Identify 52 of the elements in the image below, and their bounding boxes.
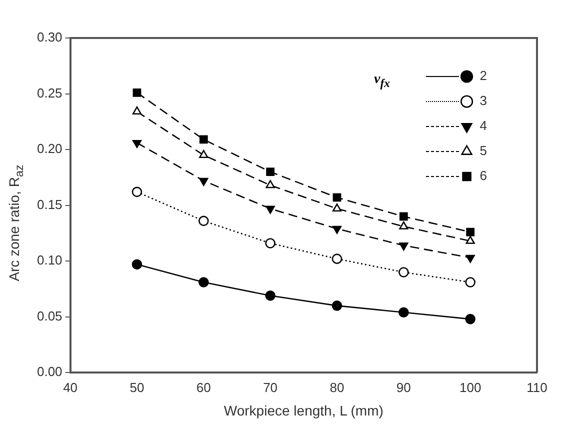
legend-label: 5: [480, 143, 488, 158]
point: [265, 290, 276, 301]
legend-label: 3: [480, 93, 488, 108]
point: [199, 178, 208, 186]
point: [132, 106, 142, 115]
y-tick-label: 0.05: [36, 308, 62, 324]
point: [132, 186, 142, 198]
x-tick-label: 60: [196, 380, 211, 395]
point: [265, 238, 276, 248]
point: [266, 168, 274, 176]
point: [199, 135, 208, 144]
point: [332, 300, 342, 311]
x-tick-label: 50: [130, 380, 144, 395]
y-tick-label: 0.20: [36, 141, 62, 156]
point: [332, 193, 342, 202]
legend-label: 4: [480, 118, 488, 134]
x-tick-label: 90: [396, 380, 411, 395]
point: [466, 254, 475, 263]
point: [332, 203, 342, 212]
x-tick-label: 40: [63, 380, 78, 395]
point: [465, 314, 476, 324]
point: [266, 180, 275, 188]
point: [132, 259, 142, 270]
point: [465, 277, 476, 288]
point: [399, 242, 408, 251]
point: [132, 140, 142, 148]
point: [132, 88, 142, 97]
y-tick-label: 0.10: [36, 252, 62, 268]
point: [466, 236, 475, 244]
y-tick-label: 0.30: [36, 30, 62, 45]
legend-title: v$_{fx}$: [374, 72, 390, 90]
point: [466, 228, 475, 236]
x-axis-title: Workpiece length, L (mm): [224, 402, 384, 418]
x-tick-label: 110: [526, 380, 548, 395]
legend-label: 2: [480, 68, 488, 84]
point: [198, 216, 209, 226]
y-tick-label: 0.15: [36, 196, 62, 212]
x-tick-label: 70: [263, 380, 278, 395]
point: [266, 206, 275, 214]
x-tick-label: 100: [459, 380, 482, 395]
point: [399, 212, 408, 221]
y-tick-label: 0.00: [36, 364, 62, 380]
point: [199, 150, 208, 158]
point: [398, 267, 409, 278]
point: [332, 254, 342, 264]
point: [398, 307, 409, 318]
y-tick-label: 0.25: [36, 85, 62, 100]
point: [399, 221, 408, 230]
point: [332, 226, 342, 234]
x-tick-label: 80: [330, 380, 344, 395]
legend-label: 6: [480, 168, 488, 184]
point: [198, 277, 209, 288]
